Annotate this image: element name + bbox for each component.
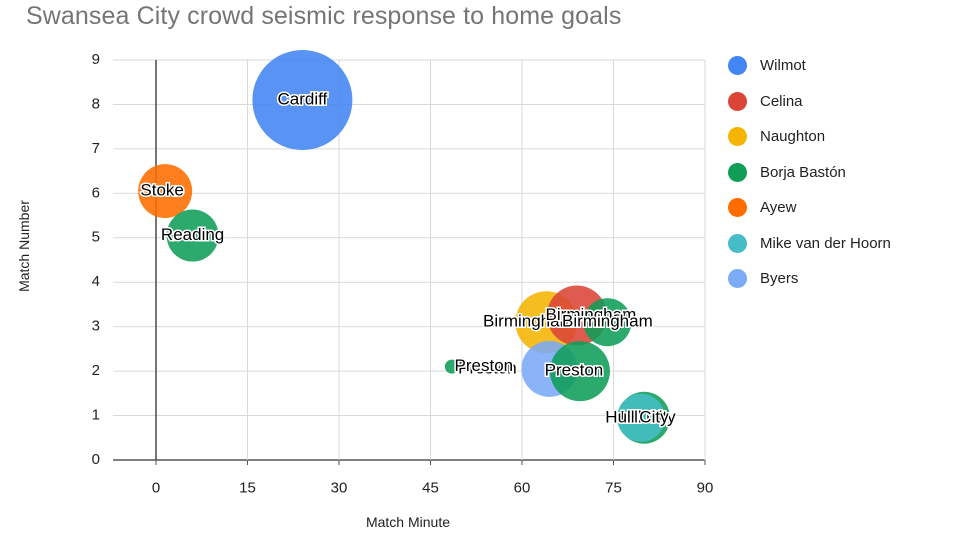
- y-axis-tick-labels: 0 1 2 3 4 5 6 7 8 9: [92, 51, 100, 468]
- vertical-gridlines: [155, 60, 706, 460]
- bubble-point: [166, 209, 219, 262]
- y-tick-label: 2: [92, 362, 100, 379]
- legend-swatch-icon: [728, 127, 747, 147]
- legend-item[interactable]: Byers: [728, 261, 958, 297]
- legend-item[interactable]: Ayew: [728, 190, 958, 226]
- bubble-label: Preston: [545, 361, 604, 380]
- y-tick-label: 0: [92, 451, 100, 468]
- y-tick-label: 4: [92, 273, 100, 290]
- x-tick-label: 45: [422, 479, 439, 496]
- legend-item[interactable]: Naughton: [728, 119, 958, 155]
- x-tick-label: 75: [605, 479, 622, 496]
- data-bubble-labels: Cardiff Stoke Reading BirminghamBirminghamB…: [139, 88, 678, 428]
- legend-item-label: Borja Bastón: [760, 163, 846, 181]
- x-axis-title: Match Minute: [365, 514, 451, 530]
- bubble-point: [583, 298, 632, 347]
- legend-swatch-icon: [728, 269, 747, 289]
- x-tick-label: 30: [331, 479, 348, 496]
- legend-item-label: Mike van der Hoorn: [760, 234, 891, 252]
- x-tick-label: 90: [697, 479, 714, 496]
- bubble-point: [138, 164, 193, 219]
- legend-item-label: Celina: [760, 92, 803, 110]
- bubble-label: Hull City: [612, 407, 676, 426]
- y-tick-label: 3: [92, 318, 100, 335]
- y-tick-label: 6: [92, 184, 100, 201]
- legend-swatch-icon: [728, 198, 747, 218]
- x-tick-label: 15: [239, 479, 256, 496]
- legend-swatch-icon: [728, 162, 747, 182]
- chart-legend: Wilmot Celina Naughton Borja Bastón Ayew Mike…: [728, 48, 958, 297]
- bubble-point: [444, 359, 459, 374]
- bubble-label: Stoke: [140, 181, 183, 200]
- legend-item-label: Byers: [760, 270, 799, 288]
- chart-title: Swansea City crowd seismic response to h…: [26, 2, 622, 30]
- bubble-label: Birmingham: [546, 305, 637, 324]
- legend-swatch-icon: [728, 233, 747, 253]
- legend-item[interactable]: Mike van der Hoorn: [728, 226, 958, 262]
- legend-item[interactable]: Celina: [728, 84, 958, 120]
- y-tick-label: 7: [92, 140, 100, 157]
- y-tick-label: 9: [92, 51, 100, 68]
- bubble-label: Reading: [161, 225, 224, 244]
- legend-swatch-icon: [728, 56, 747, 76]
- bubble-label: Birmingham: [562, 312, 653, 331]
- legend-item[interactable]: Borja Bastón: [728, 155, 958, 191]
- bubble-label: Cardiff: [278, 89, 328, 108]
- legend-item-label: Wilmot: [760, 57, 806, 75]
- bubble-point: [549, 341, 610, 402]
- legend-item-label: Ayew: [760, 199, 797, 217]
- data-bubbles: [138, 50, 670, 444]
- y-axis-title: Match Number: [16, 200, 32, 292]
- bubble-label: Birmingham: [483, 312, 574, 331]
- legend-item-label: Naughton: [760, 128, 826, 146]
- x-tick-label: 60: [514, 479, 531, 496]
- y-tick-label: 5: [92, 229, 100, 246]
- bubble-label: Preston: [458, 358, 517, 377]
- x-axis-tick-labels: 0 15 30 45 60 75 90: [152, 479, 714, 496]
- legend-item[interactable]: Wilmot: [728, 48, 958, 84]
- y-tick-label: 1: [92, 407, 100, 424]
- horizontal-gridlines: [113, 59, 705, 461]
- legend-swatch-icon: [728, 91, 747, 111]
- bubble-point: [616, 393, 665, 442]
- bubble-point: [252, 50, 353, 150]
- axis-lines: [155, 460, 706, 465]
- y-tick-label: 8: [92, 95, 100, 112]
- x-tick-label: 0: [152, 479, 160, 496]
- bubble-label: Preston: [455, 356, 514, 375]
- bubble-label: Hull City: [605, 407, 669, 426]
